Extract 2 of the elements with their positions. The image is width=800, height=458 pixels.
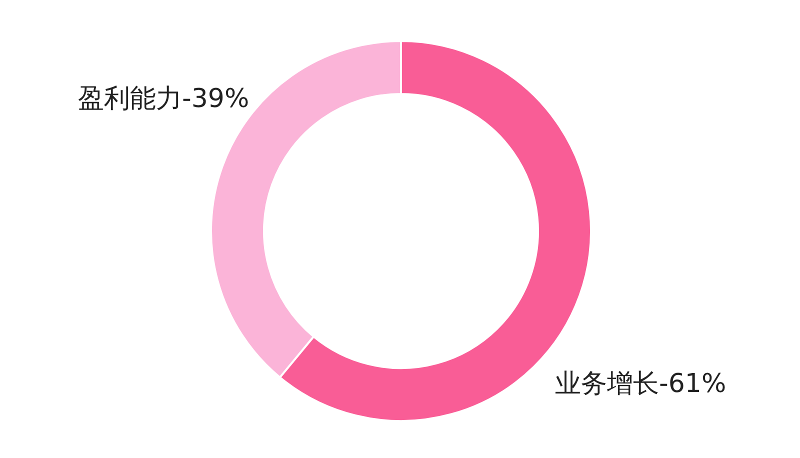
slice-label: 业务增长-61% — [555, 369, 726, 399]
slice-label: 盈利能力-39% — [78, 84, 250, 114]
